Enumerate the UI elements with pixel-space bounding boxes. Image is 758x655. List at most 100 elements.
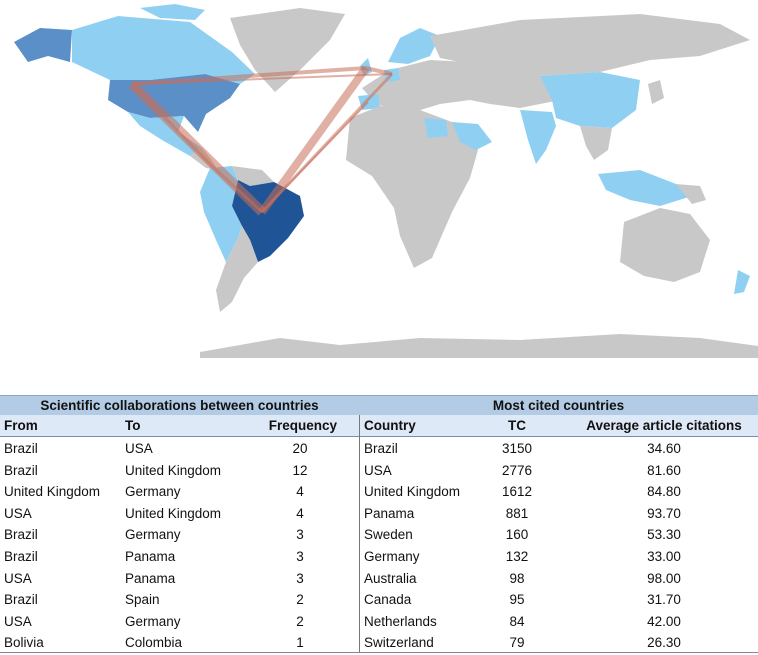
collaboration-table-cell: Germany <box>125 484 181 500</box>
collaboration-table-cell: Brazil <box>4 441 38 456</box>
citation-table-cell: 881 <box>505 505 529 521</box>
collaborations-column-headers: From To Frequency <box>0 415 359 437</box>
land-africa <box>346 106 478 268</box>
link-brazil-uk <box>258 65 370 215</box>
land-new-zealand <box>734 270 750 294</box>
citation-table-cell: Canada <box>364 592 412 608</box>
link-brazil-panama <box>210 164 264 214</box>
collaboration-table-cell: Germany <box>125 613 181 629</box>
citation-table-cell: Germany <box>364 549 420 564</box>
collaboration-table-cell: Colombia <box>125 635 183 651</box>
collaboration-lines <box>128 65 394 216</box>
citation-table-cell: 33.00 <box>647 549 681 564</box>
collaboration-table-cell: 4 <box>296 484 304 500</box>
citation-table-cell: 93.70 <box>647 505 681 521</box>
link-uk-germany <box>365 66 393 76</box>
land-arctic-islands <box>140 4 205 20</box>
land-southeast-asia <box>580 126 612 160</box>
collaboration-table-cell: 3 <box>296 549 304 564</box>
collaboration-table-cell: 2 <box>296 592 304 608</box>
most-cited-table-title: Most cited countries <box>359 395 758 415</box>
collaboration-table-cell: 2 <box>296 613 304 629</box>
collaboration-table-cell: 4 <box>296 505 304 521</box>
collaboration-table-cell: Brazil <box>4 527 38 543</box>
citation-table-cell: 53.30 <box>647 527 681 543</box>
citation-table-cell: 160 <box>505 527 529 543</box>
citation-table-cell: 79 <box>509 635 525 651</box>
collaboration-table-cell: Brazil <box>4 549 38 564</box>
citation-table-cell: 42.00 <box>647 613 681 629</box>
citation-table-cell: 26.30 <box>647 635 681 651</box>
citation-table-cell: Switzerland <box>364 635 434 651</box>
citation-table-cell: 31.70 <box>647 592 681 608</box>
collaborations-table-title: Scientific collaborations between countr… <box>0 395 359 415</box>
collaboration-table-cell: Spain <box>125 592 160 608</box>
collaboration-table-cell: 3 <box>296 527 304 543</box>
citation-table-cell: 81.60 <box>647 462 681 478</box>
link-usa-uk <box>131 66 367 86</box>
land-canada <box>72 16 255 84</box>
citation-table-cell: Panama <box>364 505 415 521</box>
collaboration-table-cell: Germany <box>125 527 181 543</box>
land-southern-cone <box>216 226 258 312</box>
collaboration-table-cell: USA <box>125 441 153 456</box>
land-indonesia <box>598 170 692 206</box>
column-header-average-citations: Average article citations <box>586 418 742 433</box>
collaboration-table-cell: 12 <box>292 462 308 478</box>
land-egypt <box>424 118 448 138</box>
land-china <box>540 72 640 128</box>
link-brazil-spain <box>261 101 369 213</box>
citation-table-cell: 132 <box>505 549 529 564</box>
link-usa-germany <box>131 73 393 85</box>
land-venezuela <box>232 166 274 186</box>
citation-table-cell: Brazil <box>364 441 398 456</box>
land-greenland <box>230 8 345 92</box>
collaboration-table-cell: USA <box>4 570 32 586</box>
column-header-country: Country <box>364 418 416 433</box>
collaboration-table-cell: Brazil <box>4 592 38 608</box>
citation-table-cell: 84.80 <box>647 484 681 500</box>
link-usa-panama <box>130 82 214 168</box>
land-russia <box>430 14 750 76</box>
land-central-asia <box>470 62 560 108</box>
land-india <box>520 110 556 164</box>
land-scandinavia <box>388 28 440 64</box>
citation-table-cell: 84 <box>509 613 525 629</box>
citation-table-cell: Netherlands <box>364 613 437 629</box>
land-japan <box>648 80 664 104</box>
citation-table-cell: Australia <box>364 570 417 586</box>
world-collaboration-map <box>14 4 758 358</box>
collaboration-table-cell: Bolivia <box>4 635 44 651</box>
land-mexico <box>128 112 202 156</box>
citation-table-cell: United Kingdom <box>364 484 461 500</box>
land-papua <box>676 184 706 204</box>
collaboration-table-cell: Panama <box>125 549 176 564</box>
land-andean-countries <box>200 166 242 262</box>
citation-table-cell: 95 <box>509 592 525 608</box>
collaboration-table-cell: United Kingdom <box>125 462 222 478</box>
table-bottom-rule <box>0 652 758 653</box>
table-separator <box>359 415 360 653</box>
land-saudi-arabia <box>452 122 492 150</box>
collaboration-table-cell: 3 <box>296 570 304 586</box>
column-header-frequency: Frequency <box>268 418 337 433</box>
column-header-to: To <box>125 418 141 433</box>
collaboration-table-cell: United Kingdom <box>4 484 101 500</box>
collaboration-table-cell: Panama <box>125 570 176 586</box>
most-cited-column-headers: Country TC Average article citations <box>359 415 758 437</box>
column-header-from: From <box>4 418 38 433</box>
citation-table-cell: USA <box>364 462 392 478</box>
land-australia <box>620 208 710 282</box>
citation-table-cell: 3150 <box>501 441 533 456</box>
collaboration-table-cell: Brazil <box>4 462 38 478</box>
citation-table-cell: 2776 <box>501 462 533 478</box>
land-antarctica <box>200 334 758 358</box>
citation-table-cell: 34.60 <box>647 441 681 456</box>
collaboration-table-cell: United Kingdom <box>125 505 222 521</box>
column-header-tc: TC <box>508 418 526 433</box>
citation-table-cell: 1612 <box>501 484 533 500</box>
collaboration-table-cell: USA <box>4 613 32 629</box>
collaboration-table-cell: 1 <box>296 635 304 651</box>
collaboration-table-cell: 20 <box>292 441 308 456</box>
citation-table-cell: 98.00 <box>647 570 681 586</box>
